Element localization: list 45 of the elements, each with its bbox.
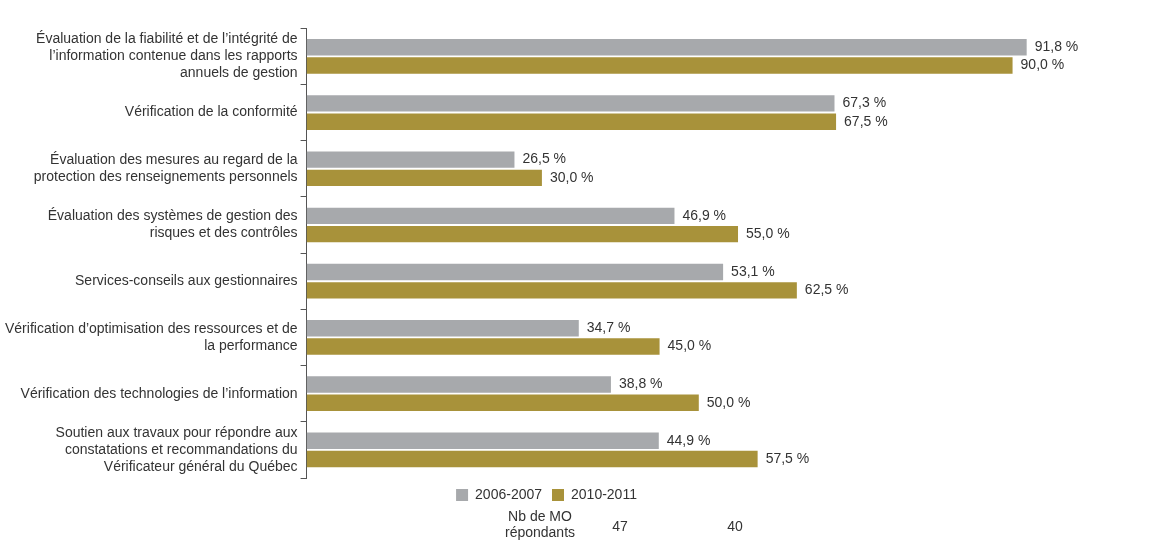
bar [306, 432, 659, 449]
text: 40 [726, 518, 744, 534]
bar [306, 376, 611, 393]
data-label: 91,8 % [1034, 38, 1079, 55]
bar [306, 450, 758, 468]
bar [306, 57, 1013, 74]
data-label: 57,5 % [765, 449, 810, 466]
data-label: 55,0 % [746, 224, 790, 241]
data-label: 46,9 % [682, 206, 727, 223]
y-tick-label: Évaluation des systèmes de gestion des risques et des contrôles [47, 207, 298, 241]
bar [306, 151, 515, 168]
data-label: 26,5 % [522, 150, 567, 167]
data-label: 30,0 % [549, 168, 594, 185]
text: Nb de MO répondants [503, 508, 577, 540]
y-tick-label: Vérification des technologies de l’information [20, 384, 298, 401]
data-label: 67,3 % [842, 94, 887, 111]
bar [306, 282, 797, 299]
bar [306, 95, 835, 112]
y-tick-label: Évaluation des mesures au regard de la protection des renseignements personnels [33, 151, 298, 185]
data-label: 34,7 % [586, 319, 631, 336]
bar [306, 113, 837, 130]
y-tick-label: Services-conseils aux gestionnaires [75, 272, 298, 289]
bar [306, 207, 675, 225]
bar [306, 320, 579, 337]
data-label: 50,0 % [706, 393, 751, 410]
data-label: 53,1 % [731, 262, 775, 279]
bar [306, 169, 542, 187]
text: 47 [611, 518, 629, 534]
data-label: 62,5 % [804, 281, 849, 298]
y-tick-label: Soutien aux travaux pour répondre aux constatations et recommandations du Vérificateur général du Québec [55, 423, 298, 474]
data-label: 38,8 % [618, 375, 663, 392]
legend-label: 2006-2007 [475, 485, 543, 502]
y-tick-label: Vérification de la conformité [124, 103, 298, 120]
data-label: 67,5 % [844, 112, 888, 129]
bar [306, 263, 724, 281]
bar [306, 225, 739, 243]
y-tick-label: Évaluation de la fiabilité et de l’intégrité de l’information contenue dans les rapports annuels de gestion [36, 30, 298, 80]
bar [306, 394, 699, 412]
legend-label: 2010-2011 [571, 485, 638, 502]
bar [306, 338, 660, 355]
data-label: 45,0 % [667, 337, 712, 354]
data-label: 44,9 % [666, 431, 711, 448]
data-label: 90,0 % [1020, 56, 1065, 73]
bar [306, 38, 1027, 56]
y-tick-label: Vérification d’optimisation des ressources et de la performance [5, 319, 298, 353]
